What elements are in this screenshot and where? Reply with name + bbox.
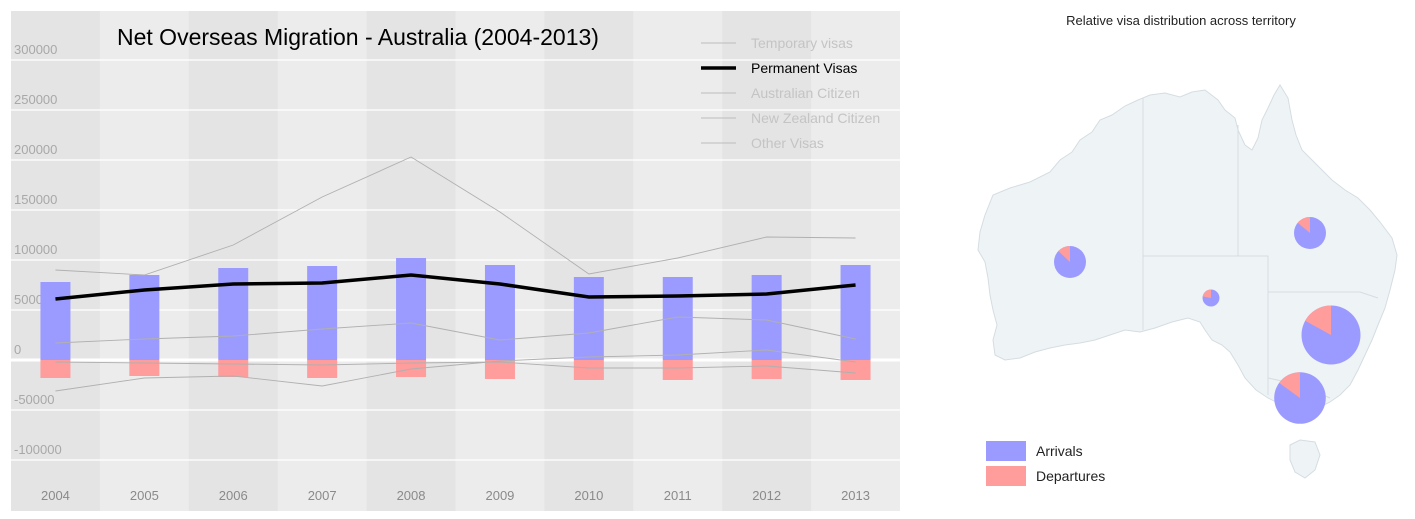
bar-arrivals-2013: [840, 265, 871, 360]
legend-label: New Zealand Citizen: [751, 110, 880, 126]
chart-background-bands: [11, 11, 812, 511]
band-2012: [722, 11, 812, 511]
y-tick-label: 250000: [14, 92, 57, 107]
pie-south-australia: [1202, 289, 1220, 307]
x-tick-label: 2005: [130, 488, 159, 503]
pie-departures-slice: [1058, 246, 1070, 262]
pie-departures-slice: [1305, 305, 1331, 335]
series-line-australian-citizen: [55, 316, 856, 344]
bar-departures-2010: [573, 360, 604, 380]
pie-departures-slice: [1202, 289, 1211, 298]
lines-layer: [55, 156, 856, 392]
y-tick-label: -50000: [14, 392, 54, 407]
band-2010: [544, 11, 634, 511]
pie-queensland: [1294, 217, 1326, 249]
pie-arrivals-slice: [1054, 246, 1086, 278]
legend-label: Other Visas: [751, 135, 824, 151]
series-line-other-visas: [55, 361, 856, 374]
pie-departures-slice: [1297, 217, 1310, 233]
bar-arrivals-2012: [751, 275, 782, 360]
chart-legend: Temporary visas Permanent Visas Australian…: [701, 35, 880, 151]
bar-departures-2013: [840, 360, 871, 380]
bar-departures-2004: [40, 360, 71, 378]
bar-arrivals-2006: [218, 268, 249, 360]
state-border-sa: [1143, 255, 1269, 395]
bar-departures-2006: [218, 360, 249, 377]
territory-pies: [1054, 217, 1361, 424]
bars-layer: [40, 258, 871, 380]
legend-label: Temporary visas: [751, 35, 853, 51]
x-tick-label: 2010: [574, 488, 603, 503]
legend-swatch-departures: [986, 466, 1026, 486]
state-border-nsw-vic: [1267, 377, 1331, 399]
x-tick-label: 2013: [841, 488, 870, 503]
pie-western-australia: [1054, 246, 1086, 278]
pie-arrivals-slice: [1202, 289, 1220, 307]
mainland-outline: [977, 84, 1398, 411]
x-axis: 2004 2005 2006 2007 2008 2009 2010 2011 2012 2013: [41, 488, 870, 503]
x-tick-label: 2006: [219, 488, 248, 503]
series-line-new-zealand-citizen: [55, 349, 856, 392]
migration-chart: 300000250000200000150000100000500000-500…: [11, 11, 900, 511]
australia-map: [977, 84, 1398, 479]
map-legend: Arrivals Departures: [986, 441, 1105, 486]
y-tick-label: 0: [14, 342, 21, 357]
bar-departures-2009: [484, 360, 515, 379]
pie-new-south-wales: [1301, 305, 1361, 365]
x-tick-label: 2007: [308, 488, 337, 503]
pie-arrivals-slice: [1274, 372, 1326, 424]
series-line-permanent-visas: [55, 273, 856, 301]
pie-arrivals-slice: [1294, 217, 1326, 249]
y-tick-label: 100000: [14, 242, 57, 257]
x-tick-label: 2004: [41, 488, 70, 503]
state-border-qld-nsw: [1268, 291, 1379, 299]
y-axis: 300000250000200000150000100000500000-500…: [14, 42, 62, 457]
legend-label: Permanent Visas: [751, 60, 857, 76]
x-tick-label: 2011: [664, 488, 692, 503]
band-2004: [11, 11, 100, 511]
bar-arrivals-2007: [307, 266, 338, 360]
pie-arrivals-slice: [1301, 305, 1361, 365]
map-title: Relative visa distribution across territ…: [1066, 13, 1296, 28]
bar-arrivals-2009: [484, 265, 515, 360]
bar-arrivals-2010: [573, 277, 604, 360]
x-tick-label: 2012: [752, 488, 781, 503]
y-tick-label: -100000: [14, 442, 62, 457]
band-2006: [188, 11, 278, 511]
legend-label-departures: Departures: [1036, 468, 1105, 484]
bar-departures-2008: [396, 360, 427, 377]
pie-victoria: [1274, 372, 1326, 424]
bar-departures-2007: [307, 360, 338, 378]
pie-departures-slice: [1279, 372, 1300, 398]
tasmania-outline: [1289, 439, 1321, 479]
chart-title: Net Overseas Migration - Australia (2004…: [117, 24, 599, 50]
bar-departures-2011: [662, 360, 693, 380]
bar-departures-2012: [751, 360, 782, 379]
x-tick-label: 2008: [397, 488, 426, 503]
bar-arrivals-2004: [40, 282, 71, 360]
bar-departures-2005: [129, 360, 160, 376]
x-tick-label: 2009: [485, 488, 514, 503]
y-tick-label: 200000: [14, 142, 57, 157]
legend-label-arrivals: Arrivals: [1036, 443, 1083, 459]
series-line-temporary-visas: [55, 156, 856, 276]
y-tick-label: 300000: [14, 42, 57, 57]
legend-swatch-arrivals: [986, 441, 1026, 461]
y-tick-label: 150000: [14, 192, 57, 207]
legend-label: Australian Citizen: [751, 85, 860, 101]
